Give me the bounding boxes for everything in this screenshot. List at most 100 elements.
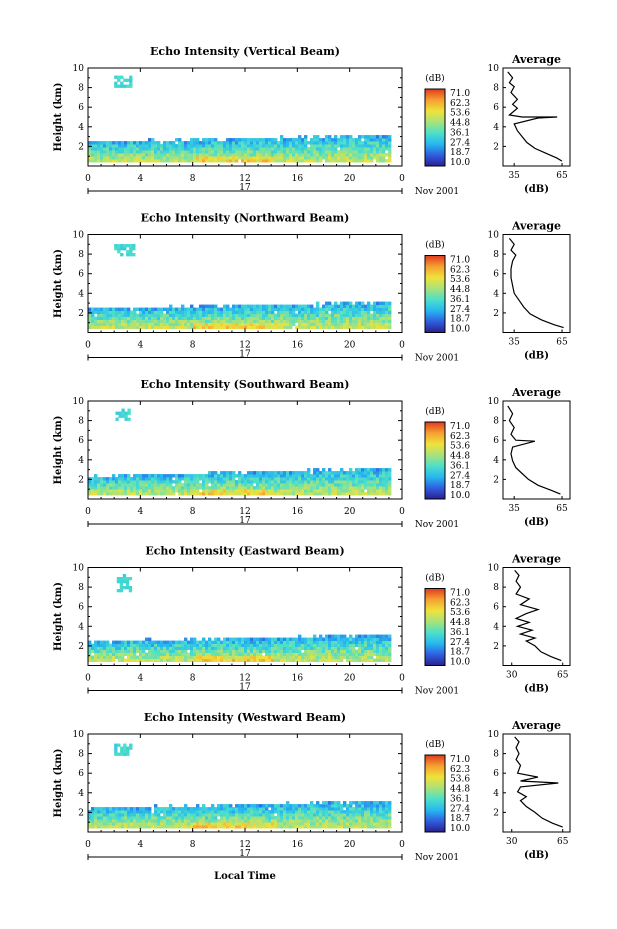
heatmap-cell [316,159,320,163]
heatmap-cell [211,147,215,151]
heatmap-cell [145,313,149,317]
heatmap-cell [229,147,233,151]
heatmap-cell [373,135,377,139]
heatmap-cell [229,810,233,814]
heatmap-cell [109,156,113,160]
heatmap-cell [280,138,284,142]
heatmap-cell [205,138,209,142]
day-label: 17 [239,849,251,859]
heatmap-cell [337,325,341,329]
heatmap-cell [190,822,194,826]
heatmap-cell [313,643,317,647]
heatmap-cell [127,147,131,151]
heatmap-cell [355,144,359,148]
heatmap-cell [199,325,203,329]
heatmap-cell [124,325,128,329]
colorbar-label: 71.0 [450,755,470,765]
heatmap-cell [319,810,323,814]
heatmap-cell [328,652,332,656]
heatmap-cell [184,325,188,329]
heatmap-cell [169,652,173,656]
heatmap-cell [286,144,290,148]
heatmap-cell [373,816,377,820]
heatmap-cell [283,159,287,163]
heatmap-cell [172,489,176,493]
heatmap-cell [220,141,224,145]
heatmap-cell [232,825,236,829]
heatmap-cell [346,319,350,323]
heatmap-cell [184,813,188,817]
heatmap-cell [217,658,221,662]
heatmap-cell [373,307,377,311]
heatmap-cell [316,150,320,154]
heatmap-cell [376,325,380,329]
heatmap-cell [382,813,386,817]
heatmap-cell [256,477,260,481]
heatmap-cell [178,141,182,145]
heatmap-cell [250,477,254,481]
heatmap-cell [322,804,326,808]
heatmap-cell [250,652,254,656]
heatmap-cell [250,153,254,157]
heatmap-cell [148,825,152,829]
heatmap-cell [190,649,194,653]
heatmap-cell [304,138,308,142]
heatmap-cell [166,649,170,653]
heatmap-cell [313,807,317,811]
heatmap-cell [349,159,353,163]
heatmap-cell [154,643,158,647]
heatmap-cell [196,816,200,820]
heatmap-cell [274,637,278,641]
heatmap-cell [265,804,269,808]
heatmap-cell [310,643,314,647]
heatmap-cell [181,813,185,817]
heatmap-cell [184,316,188,320]
heatmap-cell [181,643,185,647]
heatmap-cell [364,138,368,142]
heatmap-cell [325,646,329,650]
heatmap-cell [313,810,317,814]
x-tick-label: 4 [137,840,143,850]
heatmap-cell [289,141,293,145]
heatmap-cell [214,159,218,163]
heatmap-cell [130,322,134,326]
heatmap-cell [196,819,200,823]
heatmap-cell [283,816,287,820]
average-title: Average [511,719,561,732]
heatmap-cells [88,244,392,329]
heatmap-cell [322,304,326,308]
heatmap-cell [232,156,236,160]
heatmap-cell [123,743,127,747]
heatmap-cell [199,144,203,148]
heatmap-cell [121,408,125,412]
heatmap-cell [310,816,314,820]
heatmap-cell [307,322,311,326]
heatmap-cell [232,322,236,326]
heatmap-cell [379,822,383,826]
heatmap-cell [250,316,254,320]
heatmap-cell [136,807,140,811]
heatmap-cell [364,486,368,490]
heatmap-cell [262,156,266,160]
heatmap-cell [253,325,257,329]
heatmap-cell [187,325,191,329]
heatmap-cell [244,304,248,308]
heatmap-cell [262,150,266,154]
heatmap-cell [280,144,284,148]
heatmap-cell [280,322,284,326]
heatmap-cell [214,658,218,662]
heatmap-cell [247,313,251,317]
heatmap-cell [205,819,209,823]
heatmap-cell [88,144,92,148]
heatmap-cell [343,643,347,647]
heatmap-cell [148,486,152,490]
heatmap-cell [154,325,158,329]
heatmap-cell [358,825,362,829]
heatmap-cell [340,649,344,653]
heatmap-cell [205,159,209,163]
heatmap-cell [352,816,356,820]
heatmap-cell [358,816,362,820]
heatmap-cell [154,816,158,820]
heatmap-cell [199,319,203,323]
heatmap-cell [223,150,227,154]
